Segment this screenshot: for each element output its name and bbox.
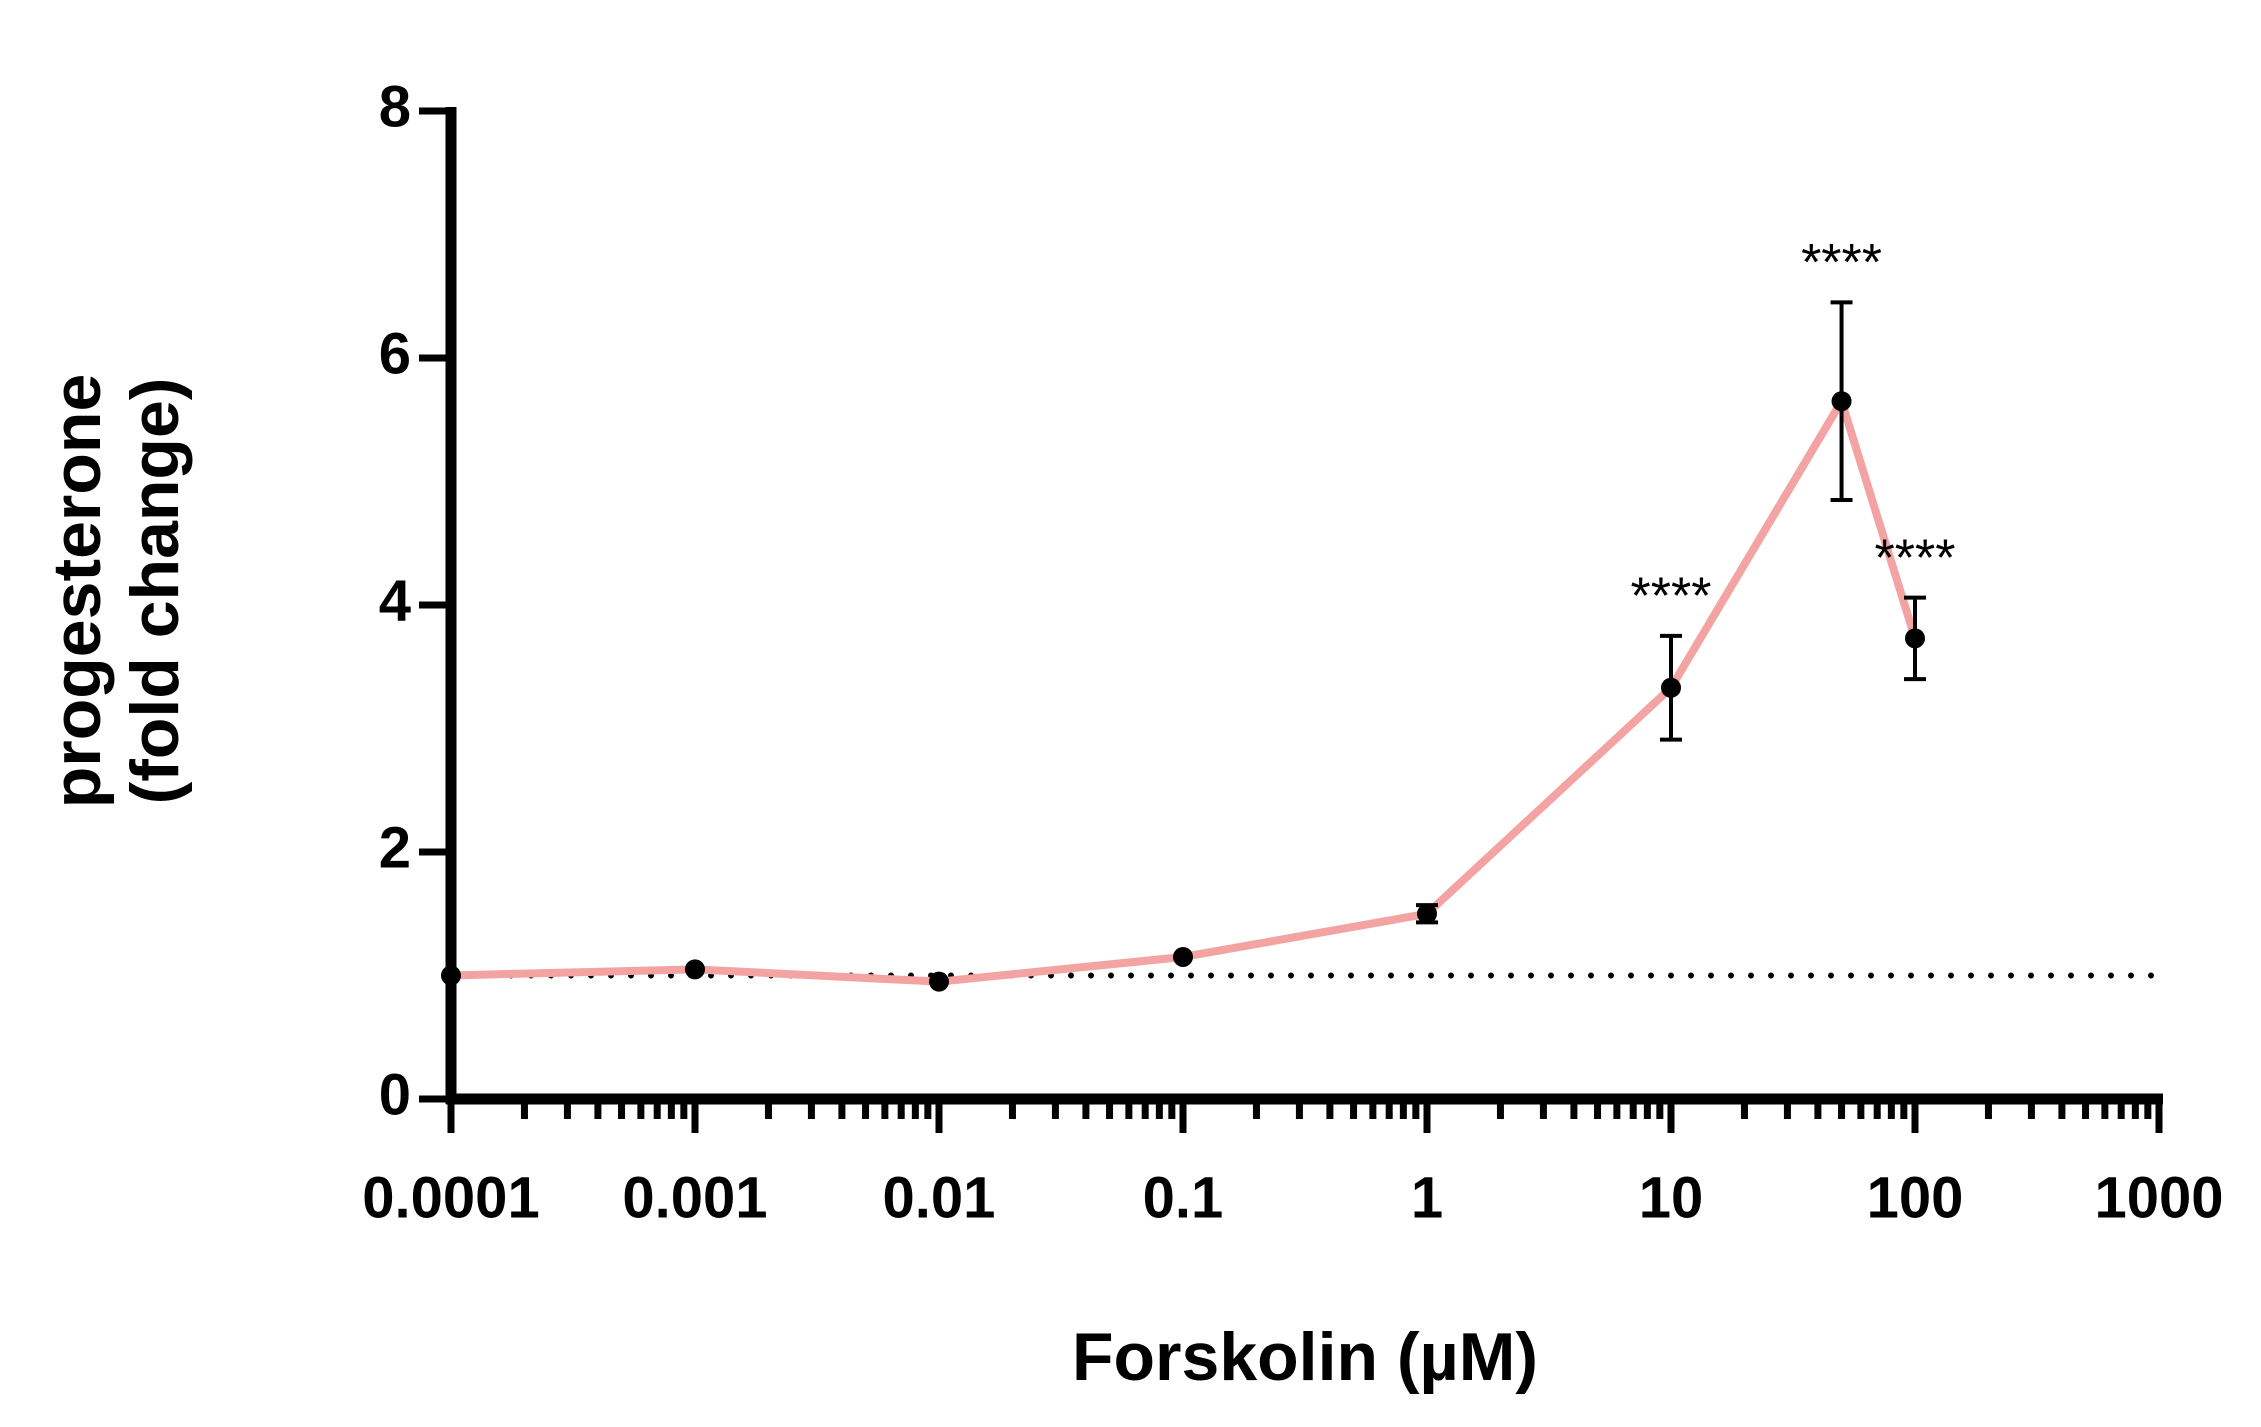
x-axis-title: Forskolin (µM) xyxy=(1072,1319,1538,1395)
y-tick-label: 4 xyxy=(379,568,411,633)
y-axis-title: (fold change) xyxy=(117,378,193,805)
x-tick-label: 100 xyxy=(1867,1165,1964,1230)
x-tick-label: 10 xyxy=(1639,1165,1704,1230)
y-axis-title: progesterone xyxy=(39,374,115,809)
x-tick-label: 0.1 xyxy=(1143,1165,1224,1230)
x-tick-label: 1000 xyxy=(2094,1165,2223,1230)
point xyxy=(1417,903,1437,924)
x-tick-label: 0.001 xyxy=(622,1165,767,1230)
significance-label: **** xyxy=(1631,568,1712,626)
point xyxy=(441,965,461,986)
point xyxy=(1905,628,1925,649)
x-tick-label: 1 xyxy=(1411,1165,1443,1230)
y-tick-label: 6 xyxy=(379,321,411,386)
y-tick-label: 2 xyxy=(379,815,411,880)
point xyxy=(1661,677,1681,698)
point xyxy=(929,971,949,992)
y-tick-label: 8 xyxy=(379,74,411,139)
point xyxy=(1831,391,1852,412)
y-tick-label: 0 xyxy=(379,1062,411,1127)
point xyxy=(685,959,705,980)
point xyxy=(1173,946,1193,967)
significance-label: **** xyxy=(1801,234,1882,292)
significance-label: **** xyxy=(1875,529,1956,587)
series-line xyxy=(450,397,1919,986)
x-tick-label: 0.01 xyxy=(883,1165,996,1230)
x-tick-label: 0.0001 xyxy=(362,1165,539,1230)
